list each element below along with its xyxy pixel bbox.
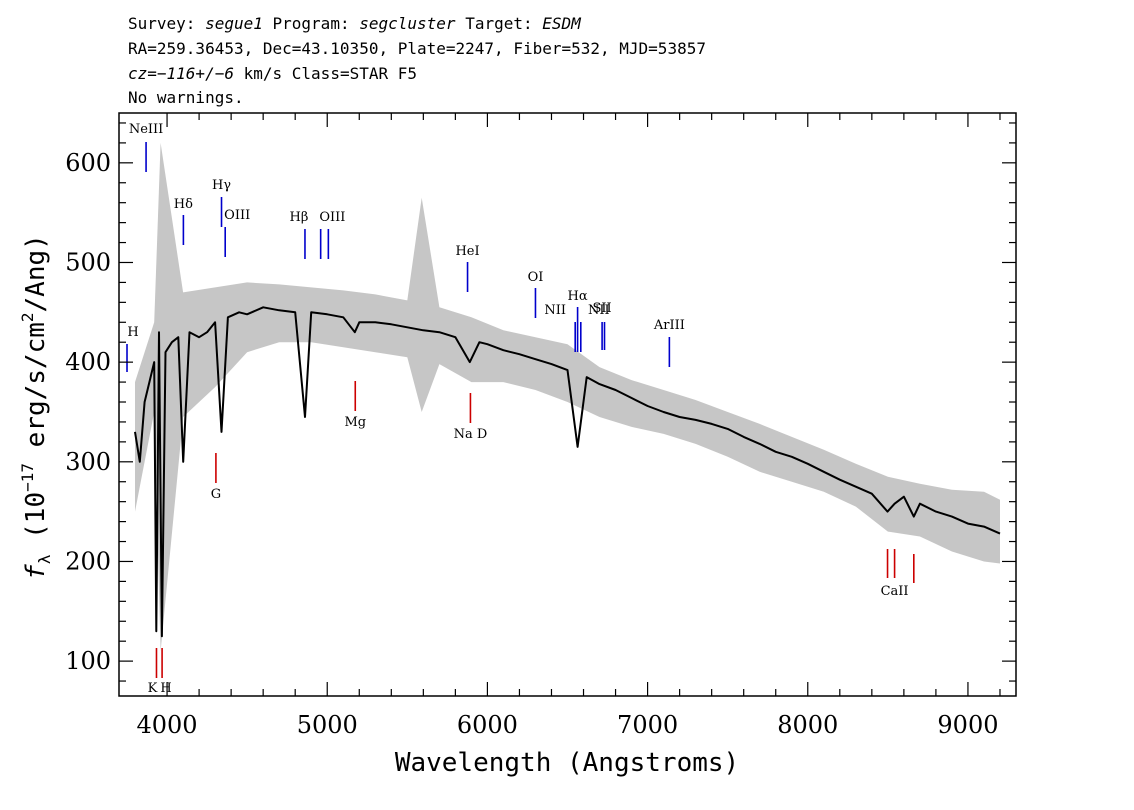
marker-label-G: G (211, 487, 221, 502)
header-line-3: cz=−116+/−6 km/s Class=STAR F5 (128, 64, 417, 83)
header-line-2: RA=259.36453, Dec=43.10350, Plate=2247, … (128, 39, 706, 58)
marker-label-CaII_8542: CaII (881, 584, 909, 599)
y-tick-label: 400 (65, 348, 111, 376)
marker-label-Halpha: Hα (568, 289, 588, 304)
x-tick-label: 6000 (457, 711, 518, 739)
x-tick-label: 9000 (937, 711, 998, 739)
marker-label-NaD: Na D (454, 427, 488, 442)
marker-label-H_edge: H (127, 325, 138, 340)
spectrum-line (134, 306, 1001, 638)
plot-frame (118, 112, 1017, 697)
marker-label-NII_6583: NII (588, 303, 610, 318)
y-tick-label: 200 (65, 547, 111, 575)
header-line-1: Survey: segue1 Program: segcluster Targe… (128, 14, 582, 33)
marker-label-H_CaII: H (160, 681, 171, 696)
marker-label-NII_6548: NII (544, 303, 566, 318)
x-tick-label: 5000 (297, 711, 358, 739)
marker-label-K: K (148, 681, 158, 696)
marker-label-OIII_5007: OIII (319, 210, 345, 225)
marker-label-Hgamma: Hγ (212, 178, 231, 193)
chart-header: Survey: segue1 Program: segcluster Targe… (128, 14, 706, 107)
series-group (134, 142, 1001, 652)
marker-label-HeI: HeI (455, 244, 479, 259)
y-tick-label: 100 (65, 647, 111, 675)
marker-label-ArIII: ArIII (653, 318, 685, 333)
y-tick-label: 300 (65, 448, 111, 476)
y-axis-label: fλ (10−17 erg/s/cm2/Ang) (18, 234, 54, 580)
marker-label-Mg: Mg (344, 415, 366, 430)
x-tick-label: 4000 (137, 711, 198, 739)
marker-label-Hbeta: Hβ (290, 210, 309, 225)
x-tick-label: 8000 (777, 711, 838, 739)
x-axis-label: Wavelength (Angstroms) (395, 748, 739, 778)
y-tick-label: 500 (65, 248, 111, 276)
marker-label-OIII_4363: OIII (224, 208, 250, 223)
x-tick-label: 7000 (617, 711, 678, 739)
marker-label-OI: OI (528, 270, 544, 285)
marker-label-Hdelta: Hδ (174, 197, 193, 212)
header-line-4: No warnings. (128, 88, 244, 107)
axis-ticks (119, 113, 1016, 696)
error-band (135, 142, 1000, 652)
marker-label-SII_6716: SII (593, 301, 612, 316)
y-tick-label: 600 (65, 149, 111, 177)
marker-label-NeIII: NeIII (129, 122, 163, 137)
